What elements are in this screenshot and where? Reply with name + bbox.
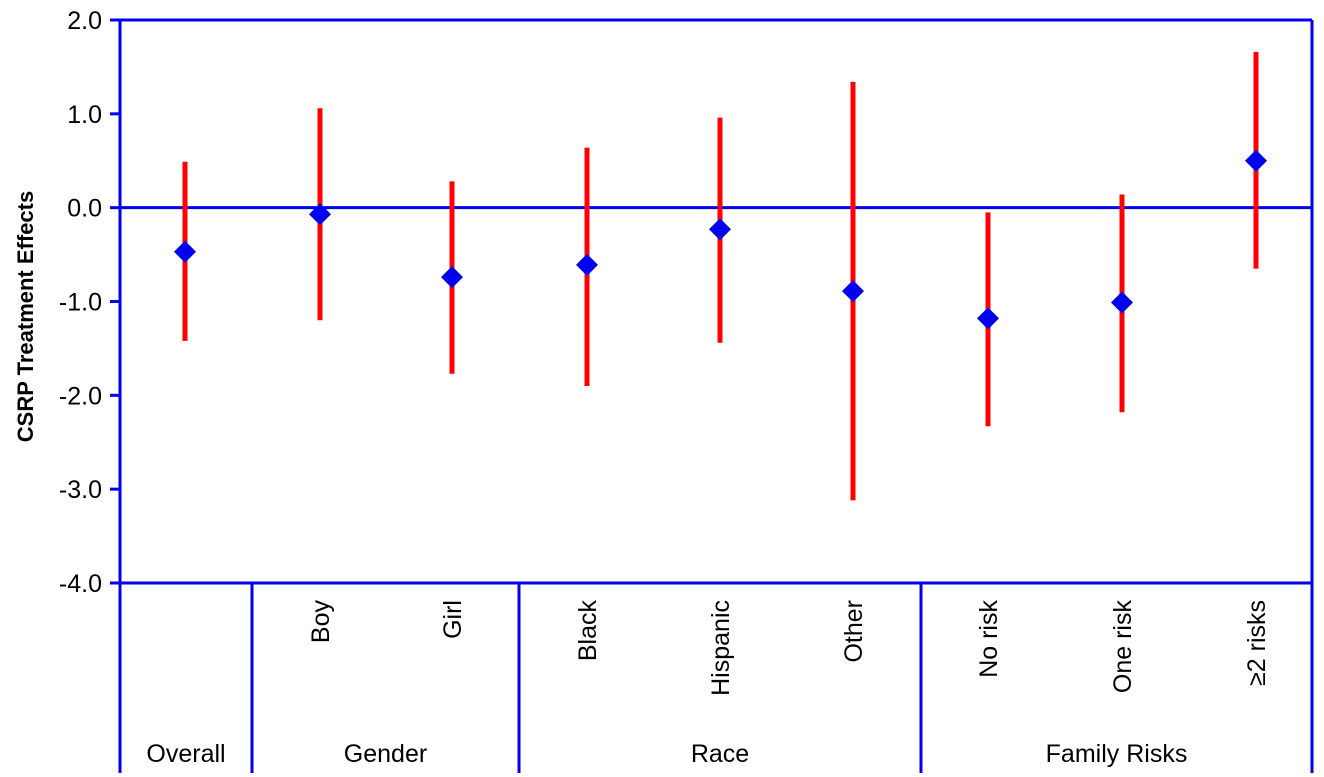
point-estimate [709, 218, 731, 241]
y-tick-label: -3.0 [59, 476, 102, 504]
y-tick-label: 0.0 [67, 195, 102, 223]
y-tick-label: -4.0 [59, 570, 102, 598]
y-tick-label: 1.0 [67, 101, 102, 129]
group-label: Overall [146, 740, 225, 768]
point-estimate [1245, 149, 1267, 172]
group-label: Race [691, 740, 749, 768]
point-estimate [309, 203, 331, 226]
category-label: One risk [1109, 600, 1137, 694]
category-label: Hispanic [707, 600, 735, 696]
point-estimate [1111, 291, 1133, 314]
y-tick-label: -2.0 [59, 382, 102, 410]
x-axis-categories: Boy Girl Black Hispanic Other No risk One risk… [118, 583, 1314, 773]
plot-area [174, 51, 1267, 501]
point-estimate [576, 253, 598, 276]
category-label: ≥2 risks [1243, 600, 1271, 686]
point-estimate [842, 280, 864, 303]
point-estimate [441, 266, 463, 289]
y-tick-label: 2.0 [67, 7, 102, 35]
category-label: Other [840, 600, 868, 663]
y-axis-title: CSRP Treatment Effects [13, 191, 38, 442]
group-label: Gender [344, 740, 427, 768]
category-label: No risk [975, 600, 1003, 678]
y-tick-label: -1.0 [59, 289, 102, 317]
group-label: Family Risks [1046, 740, 1188, 768]
point-estimate [174, 240, 196, 263]
category-label: Boy [307, 600, 335, 644]
category-label: Girl [439, 600, 467, 639]
y-axis: 2.0 1.0 0.0 -1.0 -2.0 -3.0 -4.0 [59, 7, 120, 598]
category-label: Black [574, 600, 602, 662]
point-estimate [977, 307, 999, 330]
